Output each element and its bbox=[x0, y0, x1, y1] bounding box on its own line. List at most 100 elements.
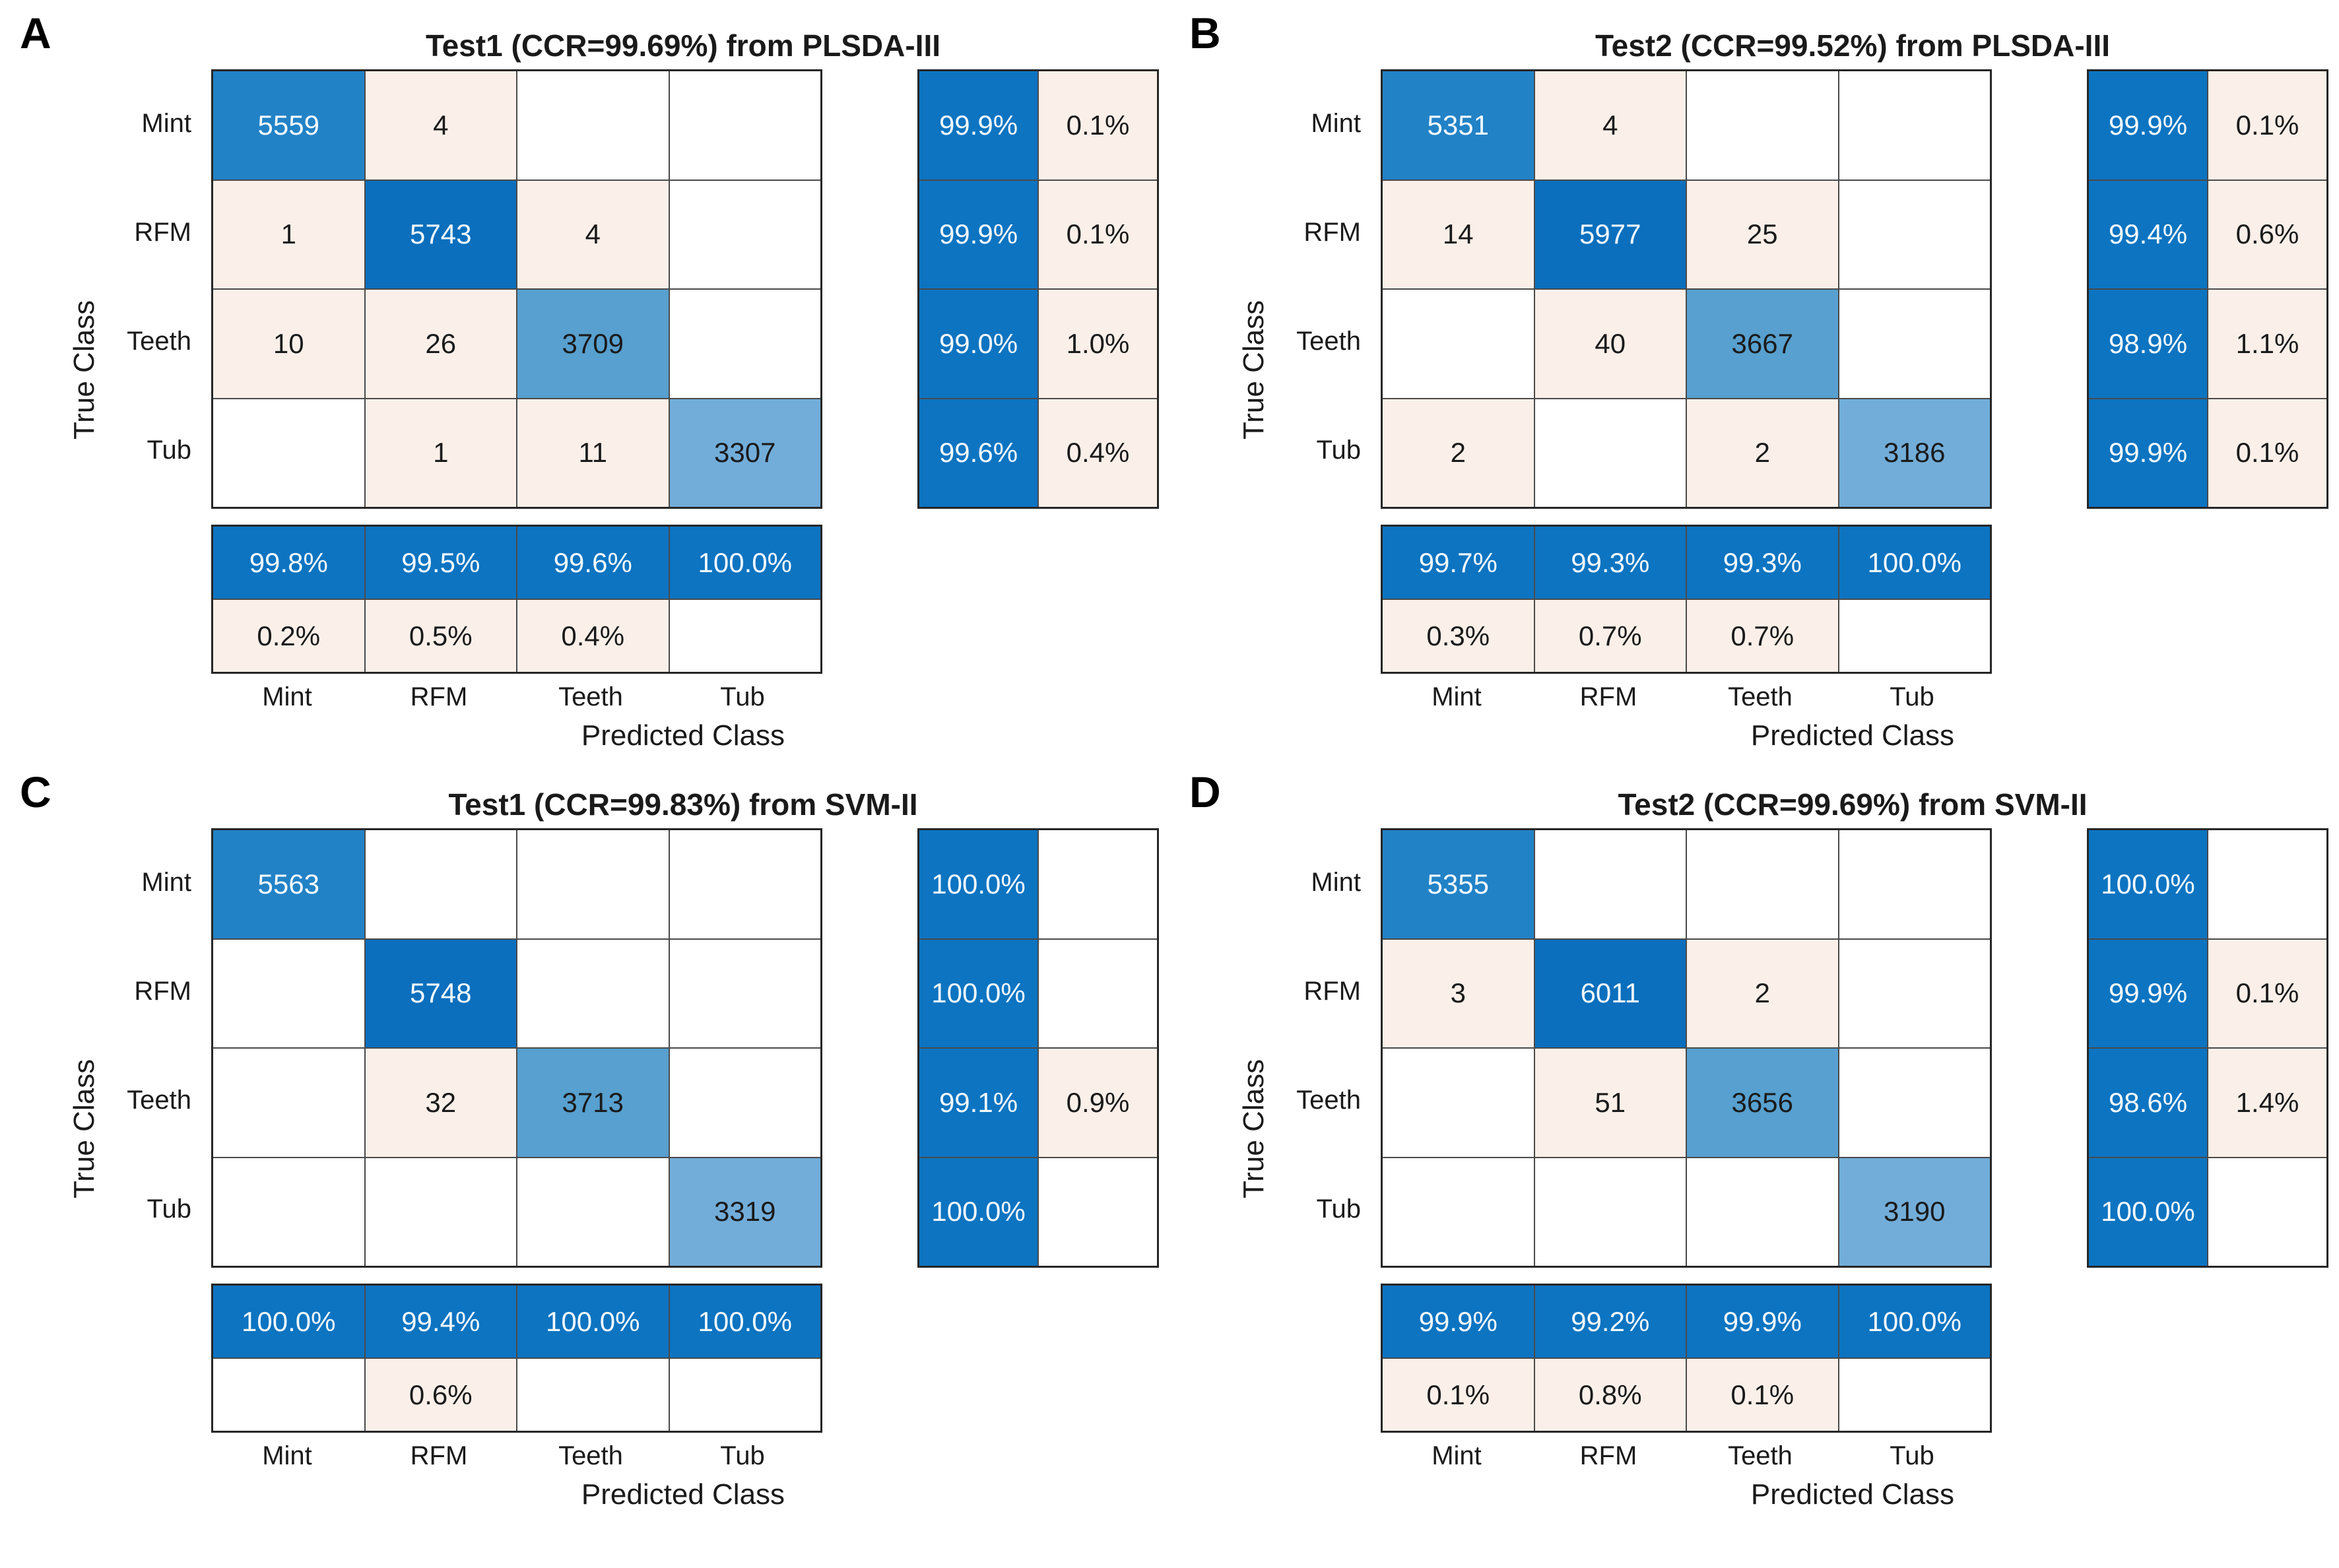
matrix-cell bbox=[1383, 1049, 1534, 1157]
matrix-cell bbox=[1687, 71, 1838, 180]
y-tick-label: Teeth bbox=[127, 327, 191, 356]
matrix-cell: 40 bbox=[1534, 290, 1686, 398]
x-tick-labels: Mint RFM Teeth Tub bbox=[211, 678, 818, 715]
x-tick-label: Teeth bbox=[1728, 1441, 1793, 1470]
col-summary-cell: 99.9% bbox=[1687, 1286, 1838, 1357]
matrix-cell: 1 bbox=[365, 399, 516, 507]
matrix-cell: 5563 bbox=[213, 830, 364, 938]
panel-title: Test2 (CCR=99.69%) from SVM-II bbox=[1618, 787, 2088, 822]
col-summary-cell: 0.3% bbox=[1383, 600, 1534, 672]
matrix-cell: 1 bbox=[213, 180, 364, 288]
col-summary-cell: 0.2% bbox=[213, 600, 364, 672]
col-summary-cell bbox=[517, 1359, 669, 1431]
col-summary-cell: 99.4% bbox=[365, 1286, 516, 1357]
x-tick-label: Tub bbox=[720, 1441, 765, 1470]
col-summary-cell: 100.0% bbox=[1839, 1286, 1990, 1357]
matrix-cell: 3190 bbox=[1839, 1158, 1990, 1266]
col-summary-cell bbox=[213, 1359, 364, 1431]
row-summary-cell: 1.1% bbox=[2208, 290, 2326, 398]
x-tick-label: Teeth bbox=[558, 1441, 623, 1470]
x-tick-label: Teeth bbox=[558, 682, 623, 711]
matrix-cell: 11 bbox=[517, 399, 669, 507]
matrix-cell: 10 bbox=[213, 290, 364, 398]
matrix-cell bbox=[1534, 399, 1686, 507]
panel-title: Test1 (CCR=99.83%) from SVM-II bbox=[448, 787, 918, 822]
col-summary-cell: 99.9% bbox=[1383, 1286, 1534, 1357]
matrix-cell: 5351 bbox=[1383, 71, 1534, 180]
y-tick-label: RFM bbox=[134, 977, 191, 1006]
row-summary-block: 99.9% 0.1% 99.9% 0.1% 99.0% 1.0% 99.6% 0.4% bbox=[917, 69, 1159, 509]
row-summary-cell bbox=[1039, 939, 1157, 1047]
column-summary-block: 99.8% 99.5% 99.6% 100.0% 0.2% 0.5% 0.4% bbox=[211, 525, 822, 674]
confusion-panel-a: A Test1 (CCR=99.69%) from PLSDA-III True… bbox=[0, 0, 1170, 784]
col-summary-cell: 0.7% bbox=[1534, 600, 1686, 672]
col-summary-cell bbox=[669, 1359, 820, 1431]
row-summary-cell bbox=[2208, 1158, 2326, 1266]
col-summary-cell: 0.4% bbox=[517, 600, 669, 672]
matrix-cell: 4 bbox=[517, 180, 669, 288]
confusion-matrix: 5563 5748 32 3713 3319 bbox=[211, 828, 822, 1268]
matrix-cell bbox=[1839, 939, 1990, 1047]
y-tick-label: Teeth bbox=[1296, 327, 1361, 356]
matrix-cell bbox=[1839, 1049, 1990, 1157]
col-summary-cell: 100.0% bbox=[517, 1286, 669, 1357]
column-summary-block: 99.7% 99.3% 99.3% 100.0% 0.3% 0.7% 0.7% bbox=[1381, 525, 1992, 674]
x-tick-labels: Mint RFM Teeth Tub bbox=[1381, 1437, 1988, 1474]
row-summary-cell: 99.1% bbox=[919, 1049, 1038, 1157]
x-tick-label: RFM bbox=[1579, 1441, 1637, 1470]
col-summary-cell bbox=[669, 600, 820, 672]
matrix-cell: 26 bbox=[365, 290, 516, 398]
matrix-cell bbox=[517, 939, 669, 1047]
col-summary-cell: 99.2% bbox=[1534, 1286, 1686, 1357]
col-summary-cell: 100.0% bbox=[669, 1286, 820, 1357]
x-tick-label: RFM bbox=[410, 682, 468, 711]
row-summary-cell: 100.0% bbox=[919, 939, 1038, 1047]
y-tick-labels: Mint RFM Teeth Tub bbox=[26, 69, 202, 505]
col-summary-cell: 0.5% bbox=[365, 600, 516, 672]
confusion-matrix: 5355 3 6011 2 51 3656 3190 bbox=[1381, 828, 1992, 1268]
matrix-cell: 4 bbox=[365, 71, 516, 180]
panel-title: Test1 (CCR=99.69%) from PLSDA-III bbox=[425, 28, 941, 63]
row-summary-cell: 98.9% bbox=[2089, 290, 2207, 398]
row-summary-cell: 99.6% bbox=[919, 399, 1038, 507]
row-summary-cell: 100.0% bbox=[919, 1158, 1038, 1266]
matrix-cell: 3656 bbox=[1687, 1049, 1838, 1157]
column-summary-block: 100.0% 99.4% 100.0% 100.0% 0.6% bbox=[211, 1284, 822, 1433]
matrix-cell bbox=[1839, 290, 1990, 398]
row-summary-cell: 0.1% bbox=[2208, 71, 2326, 180]
col-summary-cell: 99.8% bbox=[213, 527, 364, 599]
matrix-cell: 5355 bbox=[1383, 830, 1534, 938]
row-summary-cell: 100.0% bbox=[919, 830, 1038, 938]
row-summary-cell: 0.1% bbox=[1039, 71, 1157, 180]
x-axis-label: Predicted Class bbox=[581, 719, 785, 752]
y-tick-labels: Mint RFM Teeth Tub bbox=[26, 828, 202, 1264]
matrix-cell bbox=[517, 71, 669, 180]
matrix-cell: 3307 bbox=[669, 399, 820, 507]
matrix-cell bbox=[1839, 71, 1990, 180]
col-summary-cell: 99.5% bbox=[365, 527, 516, 599]
row-summary-cell bbox=[2208, 830, 2326, 938]
matrix-cell bbox=[1839, 180, 1990, 288]
matrix-cell bbox=[669, 939, 820, 1047]
matrix-cell: 3319 bbox=[669, 1158, 820, 1266]
panel-letter: C bbox=[20, 768, 51, 816]
matrix-cell bbox=[1383, 1158, 1534, 1266]
matrix-cell bbox=[669, 290, 820, 398]
matrix-cell: 5559 bbox=[213, 71, 364, 180]
col-summary-cell: 100.0% bbox=[1839, 527, 1990, 599]
matrix-cell bbox=[365, 830, 516, 938]
matrix-cell bbox=[517, 1158, 669, 1266]
matrix-cell: 3667 bbox=[1687, 290, 1838, 398]
confusion-matrix: 5559 4 1 5743 4 10 26 3709 1 11 3307 bbox=[211, 69, 822, 509]
panel-title: Test2 (CCR=99.52%) from PLSDA-III bbox=[1595, 28, 2111, 63]
row-summary-cell bbox=[1039, 1158, 1157, 1266]
matrix-cell bbox=[1534, 1158, 1686, 1266]
col-summary-cell: 0.1% bbox=[1383, 1359, 1534, 1431]
col-summary-cell: 0.8% bbox=[1534, 1359, 1686, 1431]
matrix-cell bbox=[1687, 830, 1838, 938]
matrix-cell bbox=[669, 1049, 820, 1157]
matrix-cell: 3186 bbox=[1839, 399, 1990, 507]
row-summary-cell: 0.1% bbox=[2208, 939, 2326, 1047]
col-summary-cell: 99.7% bbox=[1383, 527, 1534, 599]
x-tick-label: Tub bbox=[1890, 682, 1934, 711]
